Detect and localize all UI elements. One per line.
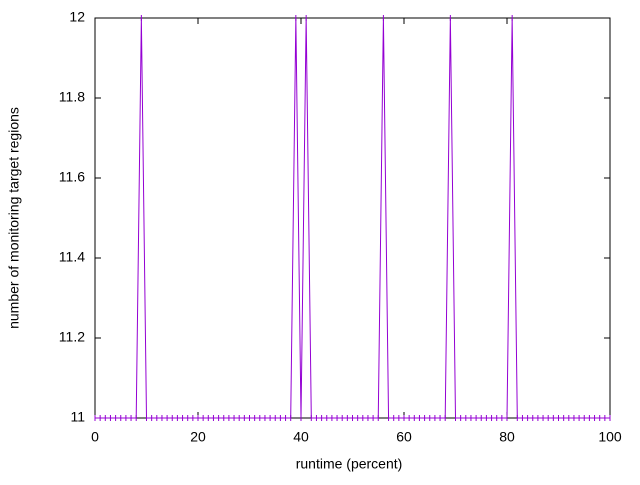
- x-axis-label: runtime (percent): [296, 456, 403, 472]
- x-tick-label: 0: [91, 429, 99, 445]
- x-tick-label: 100: [598, 429, 622, 445]
- x-tick-label: 60: [396, 429, 412, 445]
- y-axis-label: number of monitoring target regions: [6, 107, 22, 329]
- y-tick-label: 11.2: [59, 329, 85, 345]
- y-tick-label: 11: [70, 409, 85, 425]
- y-tick-label: 11.4: [59, 249, 85, 265]
- y-tick-label: 11.6: [59, 169, 85, 185]
- x-tick-label: 40: [293, 429, 309, 445]
- x-tick-label: 80: [499, 429, 515, 445]
- plot-border: [94, 17, 611, 419]
- data-line: [95, 17, 610, 419]
- y-tick-label: 11.8: [59, 89, 85, 105]
- y-tick-label: 12: [69, 9, 85, 25]
- x-tick-label: 20: [190, 429, 206, 445]
